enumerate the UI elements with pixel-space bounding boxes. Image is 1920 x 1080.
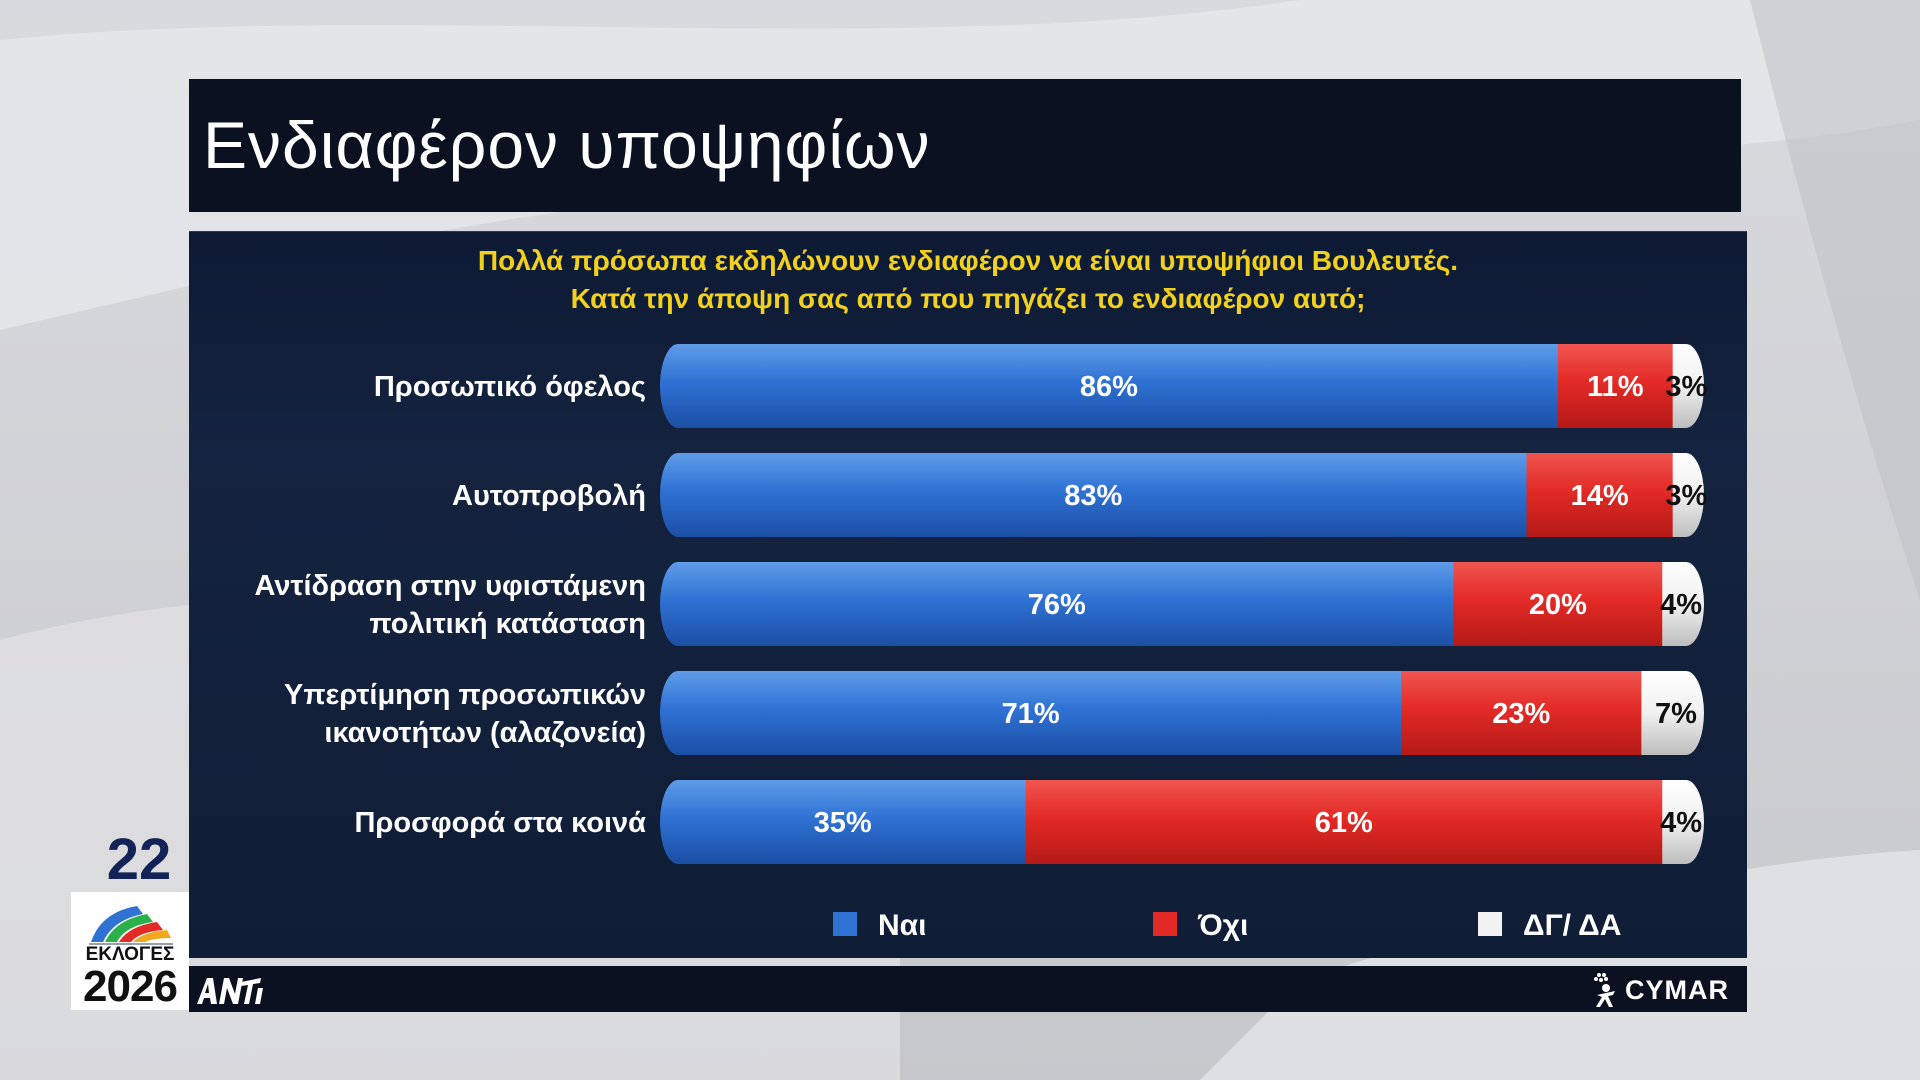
legend-label-dk: ΔΓ/ ΔΑ bbox=[1523, 909, 1621, 942]
category-label-line: ικανοτήτων (αλαζονεία) bbox=[324, 717, 646, 749]
bar-segment-dk bbox=[1672, 453, 1704, 537]
bar-segment-dk bbox=[1662, 562, 1704, 646]
category-label-line: Προσφορά στα κοινά bbox=[354, 807, 646, 839]
ant1-logo bbox=[197, 978, 263, 1004]
bar-segment-yes bbox=[660, 453, 1528, 537]
bar-segment-dk bbox=[1641, 671, 1704, 755]
category-label-line: πολιτική κατάσταση bbox=[369, 608, 646, 640]
bar-row bbox=[660, 562, 1704, 646]
data-label-no: 61% bbox=[1315, 807, 1373, 839]
question-line-1: Πολλά πρόσωπα εκδηλώνουν ενδιαφέρον να ε… bbox=[477, 245, 1459, 276]
data-label-yes: 86% bbox=[1080, 371, 1138, 403]
data-label-yes: 71% bbox=[1002, 698, 1060, 730]
legend-label-yes: Ναι bbox=[878, 909, 926, 942]
bar-segment-no bbox=[1557, 344, 1674, 428]
page-title: Ενδιαφέρον υποψηφίων bbox=[203, 108, 931, 182]
data-label-no: 23% bbox=[1492, 698, 1550, 730]
category-label: Υπερτίμηση προσωπικών ικανοτήτων (αλαζονε… bbox=[284, 679, 646, 749]
bar-segment-no bbox=[1526, 453, 1674, 537]
bar-row bbox=[660, 671, 1704, 755]
legend-swatch-no bbox=[1153, 912, 1177, 936]
bar-segment-yes bbox=[660, 780, 1026, 864]
legend-label-no: Όχι bbox=[1197, 909, 1248, 942]
category-label: Αντίδραση στην υφιστάμενη πολιτική κατάστ… bbox=[255, 570, 646, 640]
legend-swatch-dk bbox=[1478, 912, 1502, 936]
bar-segment-yes bbox=[660, 562, 1454, 646]
badge-label: ΕΚΛΟΓΕΣ bbox=[85, 944, 175, 965]
bar-segment-yes bbox=[660, 671, 1402, 755]
question-line-2: Κατά την άποψη σας από που πηγάζει το εν… bbox=[570, 283, 1366, 314]
bar-row bbox=[660, 453, 1704, 537]
data-label-dk: 4% bbox=[1660, 589, 1702, 621]
category-label: Προσφορά στα κοινά bbox=[354, 807, 646, 839]
data-label-dk: 3% bbox=[1665, 480, 1707, 512]
title-bar: Ενδιαφέρον υποψηφίων bbox=[189, 79, 1741, 212]
cymar-label: CYMAR bbox=[1625, 974, 1729, 1005]
data-label-dk: 7% bbox=[1655, 698, 1697, 730]
data-label-no: 14% bbox=[1571, 480, 1629, 512]
ballot-arcs-icon bbox=[89, 906, 173, 945]
category-label: Αυτοπροβολή bbox=[452, 480, 646, 512]
data-label-dk: 3% bbox=[1665, 371, 1707, 403]
page-number: 22 bbox=[106, 827, 172, 892]
bar-segment-no bbox=[1025, 780, 1663, 864]
data-label-yes: 35% bbox=[814, 807, 872, 839]
bar-segment-yes bbox=[660, 344, 1559, 428]
category-label-line: Αυτοπροβολή bbox=[452, 480, 646, 512]
bar-row bbox=[660, 344, 1704, 428]
bar-segment-no bbox=[1401, 671, 1642, 755]
data-label-yes: 83% bbox=[1064, 480, 1122, 512]
badge-year: 2026 bbox=[83, 962, 178, 1011]
category-label: Προσωπικό όφελος bbox=[374, 371, 646, 403]
category-label-line: Προσωπικό όφελος bbox=[374, 371, 646, 403]
bottom-bar: CYMAR bbox=[189, 966, 1747, 1012]
chart-question: Πολλά πρόσωπα εκδηλώνουν ενδιαφέρον να ε… bbox=[189, 242, 1747, 318]
elections-2026-badge: ΕΚΛΟΓΕΣ 2026 bbox=[71, 892, 189, 1011]
data-label-no: 11% bbox=[1587, 371, 1644, 403]
category-label-line: Υπερτίμηση προσωπικών bbox=[284, 679, 646, 711]
bar-segment-dk bbox=[1672, 344, 1704, 428]
bar-segment-no bbox=[1453, 562, 1663, 646]
bar-row bbox=[660, 780, 1704, 864]
bar-segment-dk bbox=[1662, 780, 1704, 864]
category-label-line: Αντίδραση στην υφιστάμενη bbox=[255, 570, 646, 602]
data-label-yes: 76% bbox=[1028, 589, 1086, 621]
legend-swatch-yes bbox=[833, 912, 857, 936]
cymar-logo: CYMAR bbox=[1591, 970, 1729, 1010]
data-label-no: 20% bbox=[1529, 589, 1587, 621]
data-label-dk: 4% bbox=[1660, 807, 1702, 839]
cymar-figure-icon bbox=[1594, 973, 1615, 1007]
